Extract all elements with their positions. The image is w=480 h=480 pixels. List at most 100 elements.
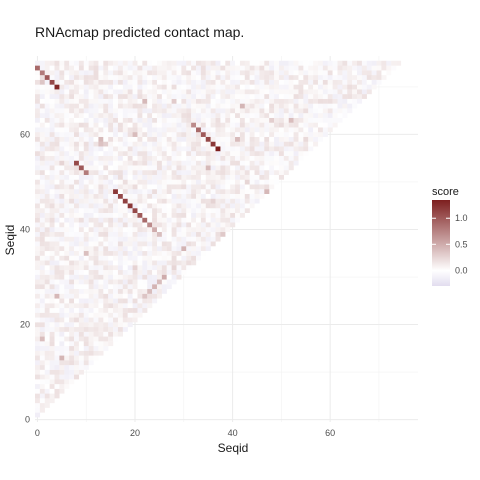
contact-cell [147, 60, 153, 66]
contact-cell [376, 70, 382, 76]
contact-cell [322, 65, 328, 71]
contact-cell [88, 160, 94, 166]
contact-cell [88, 89, 94, 95]
contact-cell [215, 98, 221, 104]
contact-cell [313, 70, 319, 76]
contact-cell [152, 89, 158, 95]
contact-cell [215, 108, 221, 114]
contact-cell [142, 265, 148, 271]
contact-cell [181, 113, 187, 118]
contact-cell [88, 98, 94, 104]
contact-cell [215, 151, 221, 156]
contact-cell [78, 208, 84, 213]
contact-cell [39, 279, 45, 285]
contact-cell [230, 146, 236, 152]
contact-cell [298, 117, 304, 123]
contact-cell [254, 79, 260, 85]
contact-cell [69, 350, 75, 356]
contact-cell [117, 288, 123, 294]
contact-cell [235, 75, 241, 80]
contact-cell [161, 89, 167, 95]
contact-cell [249, 170, 255, 175]
contact-cell [225, 65, 231, 71]
contact-cell [210, 136, 216, 142]
contact-cell [308, 113, 314, 118]
contact-cell [322, 103, 328, 109]
contact-cell [347, 94, 353, 99]
contact-cell [122, 146, 128, 152]
contact-cell [327, 75, 333, 80]
contact-cell [152, 293, 158, 299]
contact-cell [74, 127, 80, 133]
contact-cell [98, 317, 104, 323]
contact-cell [254, 98, 260, 104]
contact-cell [186, 155, 192, 161]
contact-cell [59, 236, 65, 242]
contact-cell [127, 222, 133, 228]
contact-cell [132, 241, 138, 247]
contact-cell [93, 322, 99, 328]
contact-cell [230, 132, 236, 137]
contact-cell [200, 146, 206, 152]
contact-cell [308, 89, 314, 95]
contact-cell [49, 298, 55, 304]
contact-cell [235, 212, 241, 218]
color-legend: score 0.00.51.0 [432, 186, 468, 286]
contact-cell [83, 75, 89, 80]
contact-cell [88, 203, 94, 209]
contact-cell-strong [210, 141, 216, 147]
contact-cell [283, 155, 289, 161]
contact-cell [98, 246, 104, 252]
contact-cell [161, 108, 167, 114]
contact-cell-strong [196, 127, 202, 133]
contact-cell [93, 98, 99, 104]
contact-cell [181, 108, 187, 114]
contact-cell [259, 189, 265, 194]
contact-cell [303, 103, 309, 109]
contact-cell [83, 227, 89, 233]
contact-cell [254, 70, 260, 76]
contact-cell [78, 170, 84, 175]
contact-cell [269, 132, 275, 137]
contact-cell [108, 260, 114, 266]
contact-cell [308, 94, 314, 99]
contact-cell [78, 250, 84, 256]
contact-cell [88, 345, 94, 351]
contact-cell [274, 94, 280, 99]
contact-cell [147, 146, 153, 152]
contact-cell [59, 383, 65, 389]
contact-cell [98, 265, 104, 271]
contact-cell [39, 312, 45, 318]
contact-cell [59, 274, 65, 280]
contact-cell [88, 298, 94, 304]
contact-cell [176, 65, 182, 71]
contact-cell [49, 312, 55, 318]
contact-cell [191, 170, 197, 175]
contact-cell [342, 60, 348, 66]
contact-cell [35, 231, 41, 237]
contact-cell [93, 293, 99, 299]
contact-cell [35, 174, 41, 180]
contact-cell [88, 279, 94, 285]
contact-cell [210, 160, 216, 166]
contact-cell [181, 155, 187, 161]
contact-cell [127, 189, 133, 194]
contact-cell [74, 236, 80, 242]
contact-cell [269, 127, 275, 133]
contact-cell [69, 184, 75, 190]
contact-cell [74, 113, 80, 118]
contact-cell [298, 65, 304, 71]
contact-cell [220, 98, 226, 104]
contact-cell [269, 155, 275, 161]
contact-cell [259, 141, 265, 147]
contact-cell [39, 307, 45, 313]
contact-cell [137, 151, 143, 156]
contact-cell [186, 75, 192, 80]
contact-cell [39, 398, 45, 404]
contact-cell [39, 212, 45, 218]
contact-cell [103, 326, 109, 332]
contact-cell [83, 113, 89, 118]
contact-cell [196, 103, 202, 109]
contact-cell [269, 184, 275, 190]
contact-cell-strong [127, 203, 133, 209]
